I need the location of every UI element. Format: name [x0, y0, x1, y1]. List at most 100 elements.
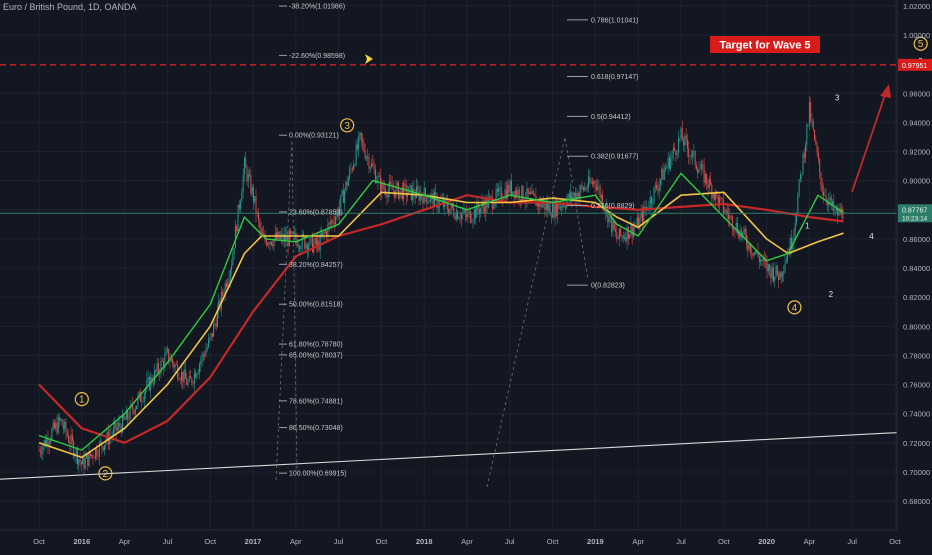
candle-body	[273, 238, 275, 246]
candle-body	[513, 191, 515, 199]
candle-body	[51, 429, 53, 440]
candle-body	[599, 186, 601, 198]
candle-body	[579, 192, 581, 199]
candle-body	[790, 237, 792, 250]
candle-body	[102, 446, 104, 451]
candle-body	[451, 203, 453, 209]
candles	[38, 96, 844, 475]
candle-body	[93, 458, 95, 459]
candle-body	[157, 363, 159, 373]
candle-body	[738, 233, 740, 239]
x-tick-label: Apr	[290, 537, 302, 546]
candle-body	[496, 188, 498, 193]
candle-body	[415, 186, 417, 198]
candle-body	[771, 267, 773, 279]
wave-circle	[98, 466, 113, 481]
candle-body	[197, 372, 199, 375]
candle-body	[396, 182, 398, 186]
candle-body	[283, 234, 285, 242]
candle-body	[368, 156, 370, 169]
candle-body	[328, 222, 330, 225]
candle-body	[327, 224, 329, 237]
candle-body	[193, 372, 195, 384]
candle-body	[694, 151, 696, 166]
candle-body	[347, 177, 349, 186]
candle-body	[494, 203, 496, 208]
candle-body	[665, 168, 667, 171]
candle-body	[43, 440, 45, 447]
candle-body	[680, 128, 682, 139]
candle-body	[331, 220, 333, 224]
y-tick-label: 0.70000	[903, 468, 930, 477]
candle-body	[730, 216, 732, 217]
candle-body	[224, 283, 226, 296]
candle-body	[350, 168, 352, 170]
candle-body	[112, 427, 114, 436]
candle-body	[398, 182, 400, 199]
candle-body	[503, 198, 505, 200]
candle-body	[120, 426, 122, 433]
candle-body	[740, 230, 742, 237]
candle-body	[712, 193, 714, 199]
candle-body	[279, 236, 281, 240]
candle-body	[607, 207, 609, 223]
candle-body	[138, 391, 140, 397]
candle-body	[504, 189, 506, 199]
candle-body	[553, 203, 555, 218]
candle-body	[297, 246, 299, 247]
candle-body	[68, 435, 70, 443]
wave-circle	[340, 118, 355, 133]
candle-body	[369, 167, 371, 169]
candle-body	[532, 191, 534, 195]
candle-body	[774, 276, 776, 281]
x-tick-label: 2018	[416, 537, 433, 546]
x-tick-label: Apr	[119, 537, 131, 546]
candle-body	[557, 203, 559, 216]
wave-circle	[74, 392, 89, 407]
candle-body	[731, 216, 733, 230]
candle-body	[47, 438, 49, 446]
candle-body	[430, 195, 432, 202]
candle-body	[630, 224, 632, 235]
x-tick-label: Oct	[718, 537, 731, 546]
candle-body	[323, 232, 325, 234]
candle-body	[252, 187, 254, 202]
fib-level-label: 78.60%(0.74881)	[289, 398, 343, 405]
candle-body	[395, 185, 397, 198]
x-tick-label: Apr	[632, 537, 644, 546]
candle-body	[160, 361, 162, 374]
candle-body	[683, 140, 685, 146]
candle-body	[363, 142, 365, 152]
candle-body	[181, 371, 183, 381]
candle-body	[409, 185, 411, 187]
candle-body	[184, 369, 186, 379]
candle-body	[792, 243, 794, 250]
candle-body	[57, 417, 59, 433]
candle-body	[575, 192, 577, 201]
y-tick-label: 1.02000	[903, 2, 930, 11]
candle-body	[484, 206, 486, 214]
grid	[0, 0, 897, 530]
x-tick-label: 2020	[758, 537, 775, 546]
candle-body	[459, 218, 461, 220]
y-tick-label: 0.90000	[903, 177, 930, 186]
candle-body	[187, 381, 189, 385]
candle-body	[675, 150, 677, 155]
candle-body	[627, 226, 629, 239]
fib-level-label: -22.60%(0.98598)	[289, 53, 345, 60]
candle-body	[631, 224, 633, 237]
candle-body	[222, 292, 224, 296]
candle-body	[594, 181, 596, 185]
candle-body	[805, 144, 807, 158]
candle-body	[507, 184, 509, 199]
candle-body	[460, 213, 462, 220]
candle-body	[815, 139, 817, 145]
candle-body	[437, 206, 439, 209]
candle-body	[597, 187, 599, 190]
candle-body	[516, 190, 518, 196]
candle-body	[50, 439, 52, 443]
candle-body	[322, 232, 324, 236]
x-tick-label: Jul	[676, 537, 686, 546]
